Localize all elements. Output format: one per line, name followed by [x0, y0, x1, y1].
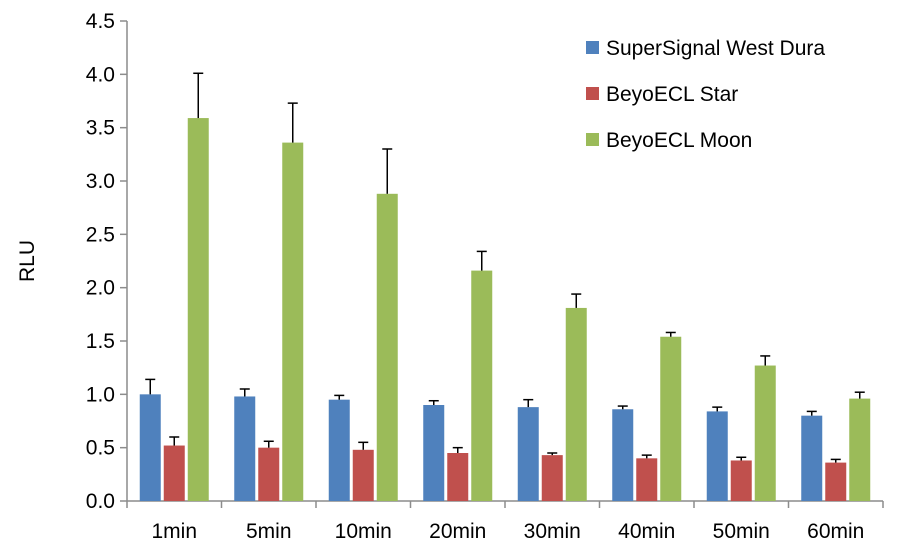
- bar-beyoecl-moon: [565, 307, 587, 501]
- bar-beyoecl-star: [352, 449, 374, 501]
- bar-supersignal-west-dura: [423, 405, 445, 501]
- legend-swatch: [586, 133, 599, 146]
- legend-swatch: [586, 87, 599, 100]
- y-tick-label: 0.5: [86, 437, 115, 460]
- legend-swatch: [586, 41, 599, 54]
- bar-supersignal-west-dura: [234, 396, 256, 501]
- x-category-label: 5min: [246, 520, 292, 543]
- bar-supersignal-west-dura: [706, 411, 728, 501]
- bar-supersignal-west-dura: [328, 399, 350, 501]
- legend-label: BeyoECL Star: [606, 83, 738, 106]
- y-tick-label: 0.0: [86, 490, 115, 513]
- bar-supersignal-west-dura: [612, 409, 634, 501]
- bar-beyoecl-star: [825, 462, 847, 501]
- y-tick-label: 1.0: [86, 383, 115, 406]
- bar-beyoecl-moon: [187, 118, 209, 502]
- y-tick-label: 2.5: [86, 223, 115, 246]
- legend-label: BeyoECL Moon: [606, 129, 752, 152]
- bar-beyoecl-star: [447, 453, 469, 501]
- y-tick-label: 3.5: [86, 117, 115, 140]
- bar-beyoecl-moon: [282, 142, 304, 501]
- bar-beyoecl-moon: [754, 365, 776, 501]
- bar-beyoecl-star: [730, 460, 752, 501]
- legend: SuperSignal West Dura BeyoECL Star BeyoECL…: [586, 37, 825, 152]
- axes-group: 0.0 0.5 1.0 1.5 2.0 2.5 3.0 3.5 4.0 4.5 RLU 1min 5mi…: [16, 10, 884, 543]
- bar-beyoecl-star: [541, 455, 563, 501]
- y-tick-label: 3.0: [86, 170, 115, 193]
- bar-supersignal-west-dura: [517, 407, 539, 501]
- x-category-label: 1min: [151, 520, 197, 543]
- y-tick-label: 4.5: [86, 10, 115, 33]
- bar-supersignal-west-dura: [139, 394, 161, 501]
- bar-beyoecl-moon: [471, 270, 493, 501]
- bar-beyoecl-star: [258, 447, 280, 501]
- y-axis-title: RLU: [16, 240, 39, 282]
- bar-beyoecl-moon: [376, 193, 398, 502]
- bars-group: [139, 72, 871, 502]
- bar-beyoecl-moon: [849, 398, 871, 501]
- x-category-label: 30min: [524, 520, 581, 543]
- y-tick-label: 4.0: [86, 63, 115, 86]
- y-tick-label: 2.0: [86, 277, 115, 300]
- y-tick-label: 1.5: [86, 330, 115, 353]
- legend-label: SuperSignal West Dura: [606, 37, 825, 60]
- x-category-label: 10min: [335, 520, 392, 543]
- x-category-label: 40min: [618, 520, 675, 543]
- bar-beyoecl-moon: [660, 336, 682, 501]
- x-category-label: 60min: [807, 520, 864, 543]
- x-category-label: 20min: [429, 520, 486, 543]
- bar-supersignal-west-dura: [801, 415, 823, 501]
- bar-beyoecl-star: [636, 458, 658, 501]
- x-category-label: 50min: [713, 520, 770, 543]
- bar-beyoecl-star: [163, 445, 185, 501]
